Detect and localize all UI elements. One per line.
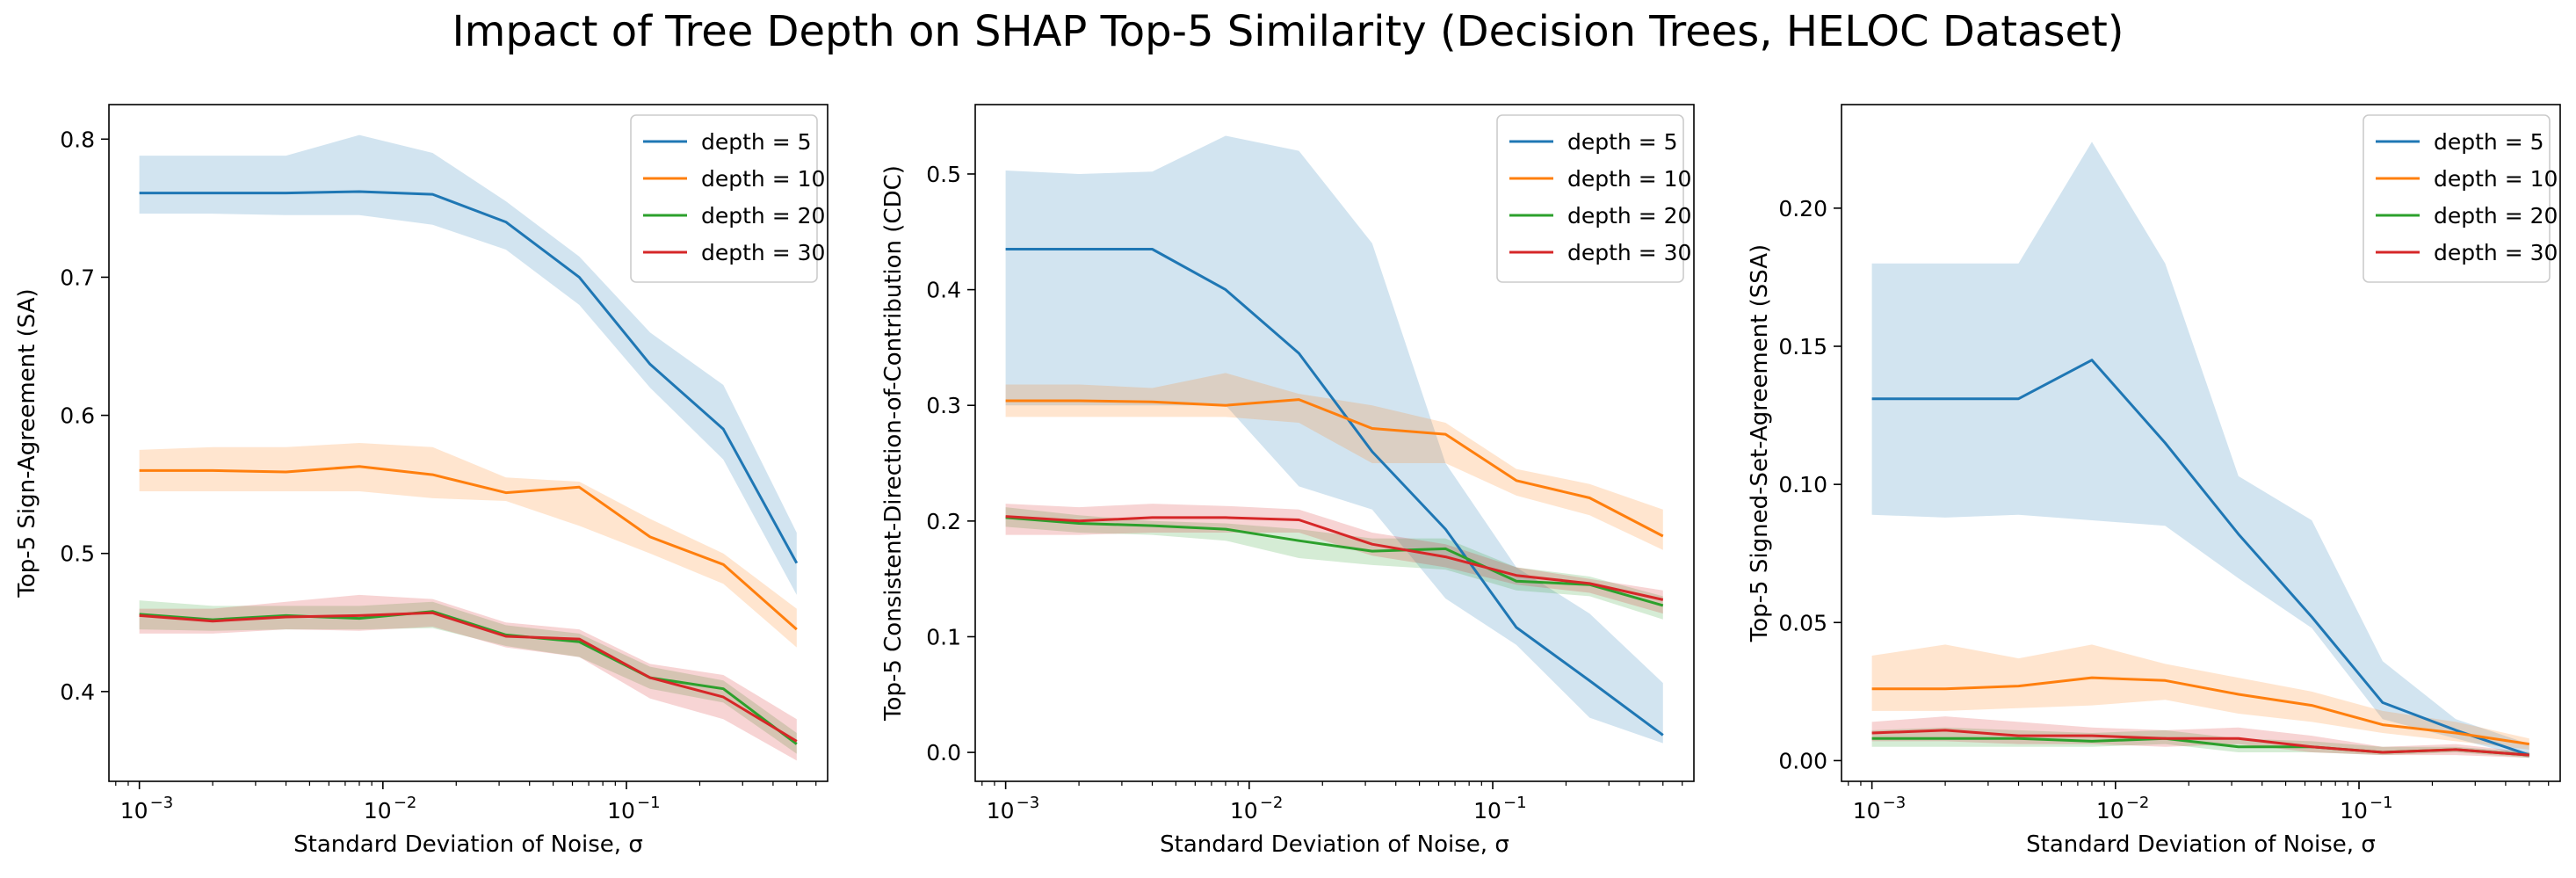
line-depth-5 [1005,248,1664,737]
x-tick-label: 10 [364,798,392,824]
y-tick-label: 0.4 [926,278,961,303]
axes-frame [1841,104,2561,782]
legend-label-depth-20: depth = 20 [701,203,825,229]
x-tick-exponent: −3 [1883,794,1907,812]
legend-label-depth-10: depth = 10 [1567,166,1691,192]
axes-frame [974,104,1695,782]
y-tick-label: 0.7 [60,265,95,290]
band-depth-5 [139,134,797,595]
y-tick-label: 0.1 [926,624,961,649]
band-depth-5 [1005,135,1663,744]
legend-box [1496,114,1684,283]
line-depth-30 [139,611,798,743]
band-depth-10 [1005,373,1663,550]
x-tick-exponent: −1 [637,794,661,812]
legend-label-depth-20: depth = 20 [1567,203,1691,229]
band-depth-20 [1005,507,1663,620]
band-depth-10 [1871,644,2529,750]
y-axis-label: Top-5 Consistent-Direction-of-Contributi… [880,165,907,722]
x-tick-label: 10 [2096,798,2124,824]
y-tick-label: 0.2 [926,509,961,534]
legend-label-depth-30: depth = 30 [701,240,825,265]
x-tick-label: 10 [120,798,148,824]
y-axis-label: Top-5 Signed-Set-Agreement (SSA) [1747,244,1773,642]
line-depth-5 [1871,359,2530,757]
band-depth-5 [1871,141,2529,758]
x-tick-label: 10 [2340,798,2368,824]
y-tick-label: 0.8 [60,127,95,152]
legend-label-depth-10: depth = 10 [2434,166,2558,192]
x-tick-exponent: −2 [2126,794,2150,812]
x-tick-exponent: −1 [1503,794,1527,812]
line-depth-10 [1005,398,1664,538]
x-axis-label: Standard Deviation of Noise, σ [2026,831,2376,858]
y-tick-label: 0.5 [60,541,95,567]
line-depth-5 [139,190,799,564]
x-tick-label: 10 [607,798,635,824]
y-tick-label: 0.20 [1778,196,1827,221]
y-axis-label: Top-5 Sign-Agreement (SA) [14,288,40,598]
band-depth-30 [1005,504,1663,614]
band-depth-20 [139,600,797,754]
y-tick-label: 0.3 [926,393,961,418]
x-tick-exponent: −3 [1017,794,1040,812]
x-tick-exponent: −3 [150,794,174,812]
x-tick-label: 10 [1230,798,1258,824]
band-depth-30 [139,594,797,761]
figure-title: Impact of Tree Depth on SHAP Top-5 Simil… [452,7,2124,56]
legend-label-depth-5: depth = 5 [1567,129,1678,155]
x-tick-label: 10 [987,798,1015,824]
y-tick-label: 0.4 [60,679,95,705]
x-axis-label: Standard Deviation of Noise, σ [1160,831,1509,858]
line-depth-20 [139,610,798,745]
axes-frame [108,104,829,782]
y-tick-label: 0.0 [926,740,961,766]
legend-label-depth-30: depth = 30 [2434,240,2558,265]
line-depth-10 [1871,676,2530,746]
legend-label-depth-5: depth = 5 [2434,129,2544,155]
line-depth-10 [139,465,798,631]
y-tick-label: 0.10 [1778,472,1827,497]
line-depth-30 [1005,515,1664,601]
x-tick-exponent: −2 [394,794,417,812]
legend-label-depth-30: depth = 30 [1567,240,1691,265]
band-depth-30 [1871,716,2529,758]
y-tick-label: 0.5 [926,162,961,187]
x-tick-label: 10 [1473,798,1501,824]
x-tick-exponent: −2 [1260,794,1284,812]
legend-box [2363,114,2551,283]
legend-label-depth-20: depth = 20 [2434,203,2558,229]
x-tick-exponent: −1 [2370,794,2393,812]
line-depth-30 [1871,729,2529,757]
x-axis-label: Standard Deviation of Noise, σ [293,831,643,858]
legend-box [630,114,818,283]
line-depth-20 [1005,516,1664,607]
y-tick-label: 0.00 [1778,748,1827,773]
y-tick-label: 0.05 [1778,610,1827,635]
legend-label-depth-5: depth = 5 [701,129,812,155]
y-tick-label: 0.15 [1778,334,1827,359]
x-tick-label: 10 [1853,798,1881,824]
y-tick-label: 0.6 [60,403,95,429]
legend-label-depth-10: depth = 10 [701,166,825,192]
